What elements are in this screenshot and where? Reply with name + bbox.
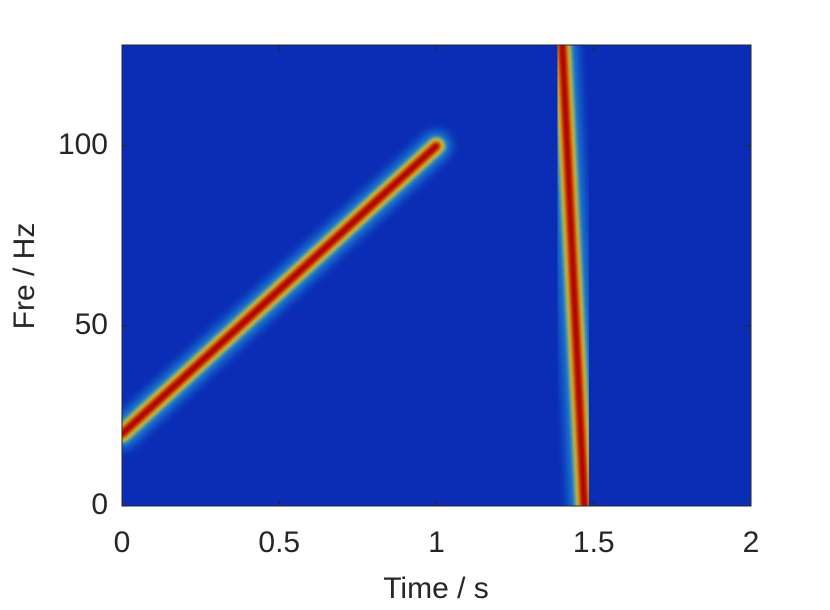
x-tick-label: 0.5 [258,526,300,559]
y-tick-label: 50 [75,308,108,341]
y-axis-label: Fre / Hz [8,223,41,330]
x-tick-label: 1 [428,526,445,559]
ridges [122,45,600,506]
plot-background [122,45,751,506]
ridge [557,45,589,506]
x-axis-label: Time / s [383,572,489,605]
x-tick-label: 2 [743,526,760,559]
y-tick-label: 100 [58,128,108,161]
x-tick-label: 1.5 [573,526,615,559]
x-tick-label: 0 [114,526,131,559]
ridge [122,141,441,439]
y-tick-label: 0 [91,488,108,521]
